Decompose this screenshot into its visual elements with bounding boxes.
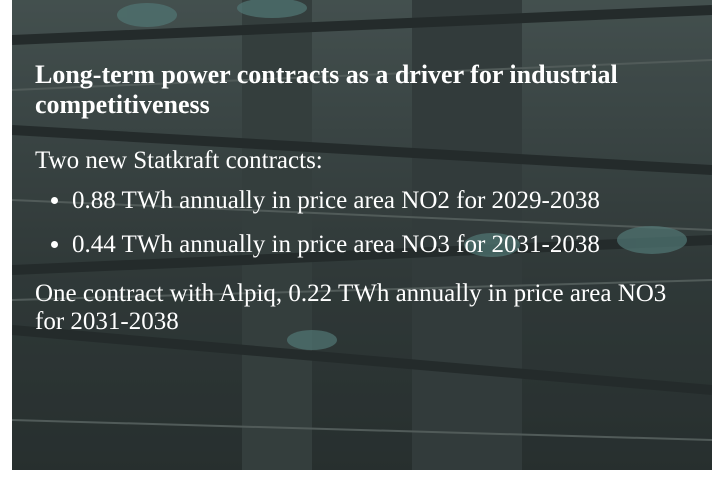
text-block: Long-term power contracts as a driver fo… [35, 60, 700, 336]
bullet-list: 0.88 TWh annually in price area NO2 for … [35, 188, 700, 258]
bullet: 0.88 TWh annually in price area NO2 for … [72, 188, 700, 214]
bullet: 0.44 TWh annually in price area NO3 for … [72, 232, 700, 258]
title: Long-term power contracts as a driver fo… [35, 60, 700, 120]
intro: Two new Statkraft contracts: [35, 146, 700, 176]
closing: One contract with Alpiq, 0.22 TWh annual… [35, 280, 700, 336]
slide: Long-term power contracts as a driver fo… [12, 0, 712, 470]
page: {"slide": { "title": "Long-term power co… [0, 0, 712, 495]
